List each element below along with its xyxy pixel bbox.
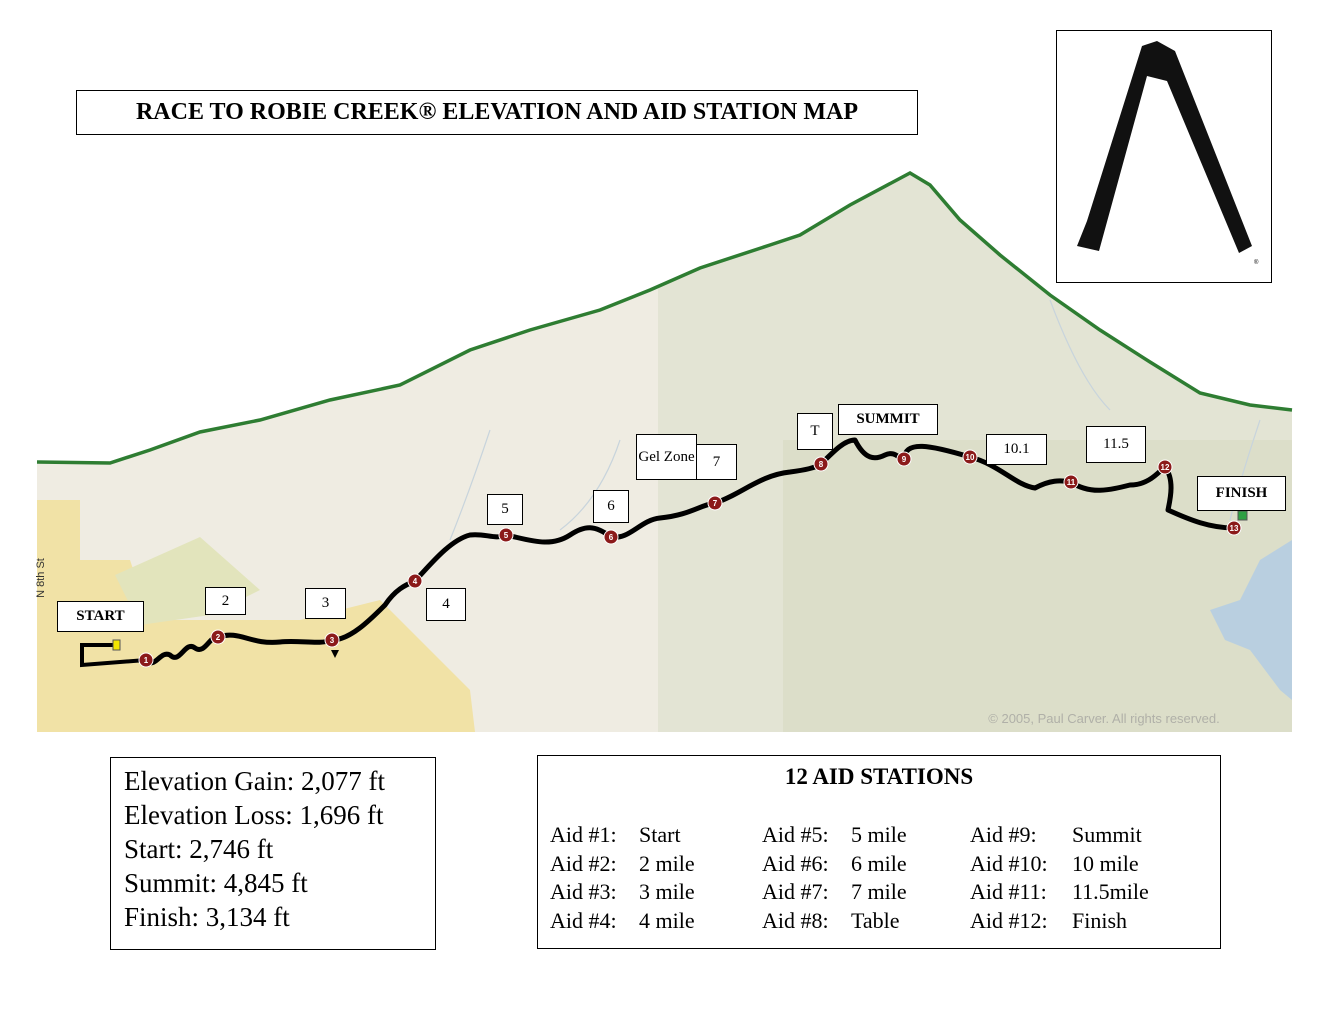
- aid-number: Aid #6:: [762, 851, 829, 876]
- callout: 4: [426, 588, 466, 621]
- arrow: [331, 650, 339, 658]
- stat-line: Start: 2,746 ft: [124, 834, 274, 864]
- route-marker-label: 13: [1230, 524, 1239, 533]
- route-marker: [896, 451, 912, 467]
- callout: 5: [487, 494, 523, 525]
- callout: 11.5: [1086, 426, 1146, 463]
- route-marker-label: 1: [144, 656, 149, 665]
- callout: T: [797, 413, 833, 450]
- route-marker: [1226, 520, 1242, 536]
- stat-line: Summit: 4,845 ft: [124, 868, 308, 898]
- aid-location: Summit: [1072, 822, 1142, 847]
- route-marker: [1157, 459, 1173, 475]
- aid-location: Finish: [1072, 908, 1128, 933]
- callout: Gel Zone: [636, 434, 697, 480]
- aid-number: Aid #1:: [550, 822, 617, 847]
- aid-location: 4 mile: [639, 908, 695, 933]
- aid-number: Aid #2:: [550, 851, 617, 876]
- callout: 3: [305, 588, 346, 619]
- route-marker: [498, 527, 514, 543]
- aid-location: 10 mile: [1072, 851, 1139, 876]
- logo: ®: [1056, 30, 1272, 283]
- route-marker-label: 8: [819, 460, 824, 469]
- route-marker: [138, 652, 154, 668]
- aid-location: 7 mile: [851, 879, 907, 904]
- aid-number: Aid #3:: [550, 879, 617, 904]
- aid-number: Aid #7:: [762, 879, 829, 904]
- copyright: © 2005, Paul Carver. All rights reserved…: [988, 711, 1219, 726]
- logo-mark: ®: [1077, 41, 1259, 266]
- stat-line: Elevation Loss: 1,696 ft: [124, 800, 384, 830]
- callout: START: [57, 601, 144, 632]
- stat-line: Finish: 3,134 ft: [124, 902, 290, 932]
- callout: 10.1: [986, 434, 1047, 465]
- route-marker: [1063, 474, 1079, 490]
- start-flag: [112, 639, 121, 651]
- aid-location: Start: [639, 822, 681, 847]
- stat-line: Elevation Gain: 2,077 ft: [124, 766, 385, 796]
- aid-number: Aid #9:: [970, 822, 1037, 847]
- route-marker-label: 7: [713, 499, 718, 508]
- route-marker-label: 5: [504, 531, 509, 540]
- stats-box: Elevation Gain: 2,077 ft Elevation Loss: …: [110, 757, 436, 950]
- callout: 7: [696, 444, 737, 480]
- callout: FINISH: [1197, 476, 1286, 511]
- aid-number: Aid #11:: [970, 879, 1047, 904]
- aid-number: Aid #10:: [970, 851, 1048, 876]
- route-marker: [603, 529, 619, 545]
- aid-number: Aid #4:: [550, 908, 617, 933]
- route-marker: [707, 495, 723, 511]
- finish-flag: [1237, 510, 1248, 521]
- callout: 6: [593, 490, 629, 523]
- route-marker-label: 4: [413, 577, 418, 586]
- elevation-profile: [36, 170, 1293, 465]
- route-marker-label: 3: [330, 636, 335, 645]
- aid-location: Table: [851, 908, 900, 933]
- start-loop: [80, 643, 147, 668]
- aid-location: 2 mile: [639, 851, 695, 876]
- street-label: N 8th St: [35, 558, 47, 598]
- route-marker: [407, 573, 423, 589]
- route-marker-label: 2: [216, 633, 221, 642]
- route-marker-label: 10: [966, 453, 975, 462]
- aid-title: 12 AID STATIONS: [784, 764, 974, 789]
- aid-number: Aid #5:: [762, 822, 829, 847]
- aid-location: 6 mile: [851, 851, 907, 876]
- aid-location: 3 mile: [639, 879, 695, 904]
- route-marker: [210, 629, 226, 645]
- aid-box: 12 AID STATIONS Aid #1: Start Aid #2: 2 mil…: [537, 755, 1221, 949]
- callout: SUMMIT: [838, 404, 938, 435]
- route-marker: [813, 456, 829, 472]
- route-marker-label: 6: [609, 533, 614, 542]
- svg-text:®: ®: [1254, 259, 1259, 266]
- route-marker-label: 12: [1161, 463, 1170, 472]
- callout: 2: [205, 587, 246, 615]
- route-marker-label: 11: [1067, 478, 1076, 487]
- title: RACE TO ROBIE CREEK® ELEVATION AND AID S…: [76, 90, 918, 135]
- route-marker-label: 9: [902, 455, 907, 464]
- aid-location: 11.5mile: [1072, 879, 1149, 904]
- aid-number: Aid #8:: [762, 908, 829, 933]
- route-marker: [324, 632, 340, 648]
- route-marker: [962, 449, 978, 465]
- aid-location: 5 mile: [851, 822, 907, 847]
- aid-number: Aid #12:: [970, 908, 1048, 933]
